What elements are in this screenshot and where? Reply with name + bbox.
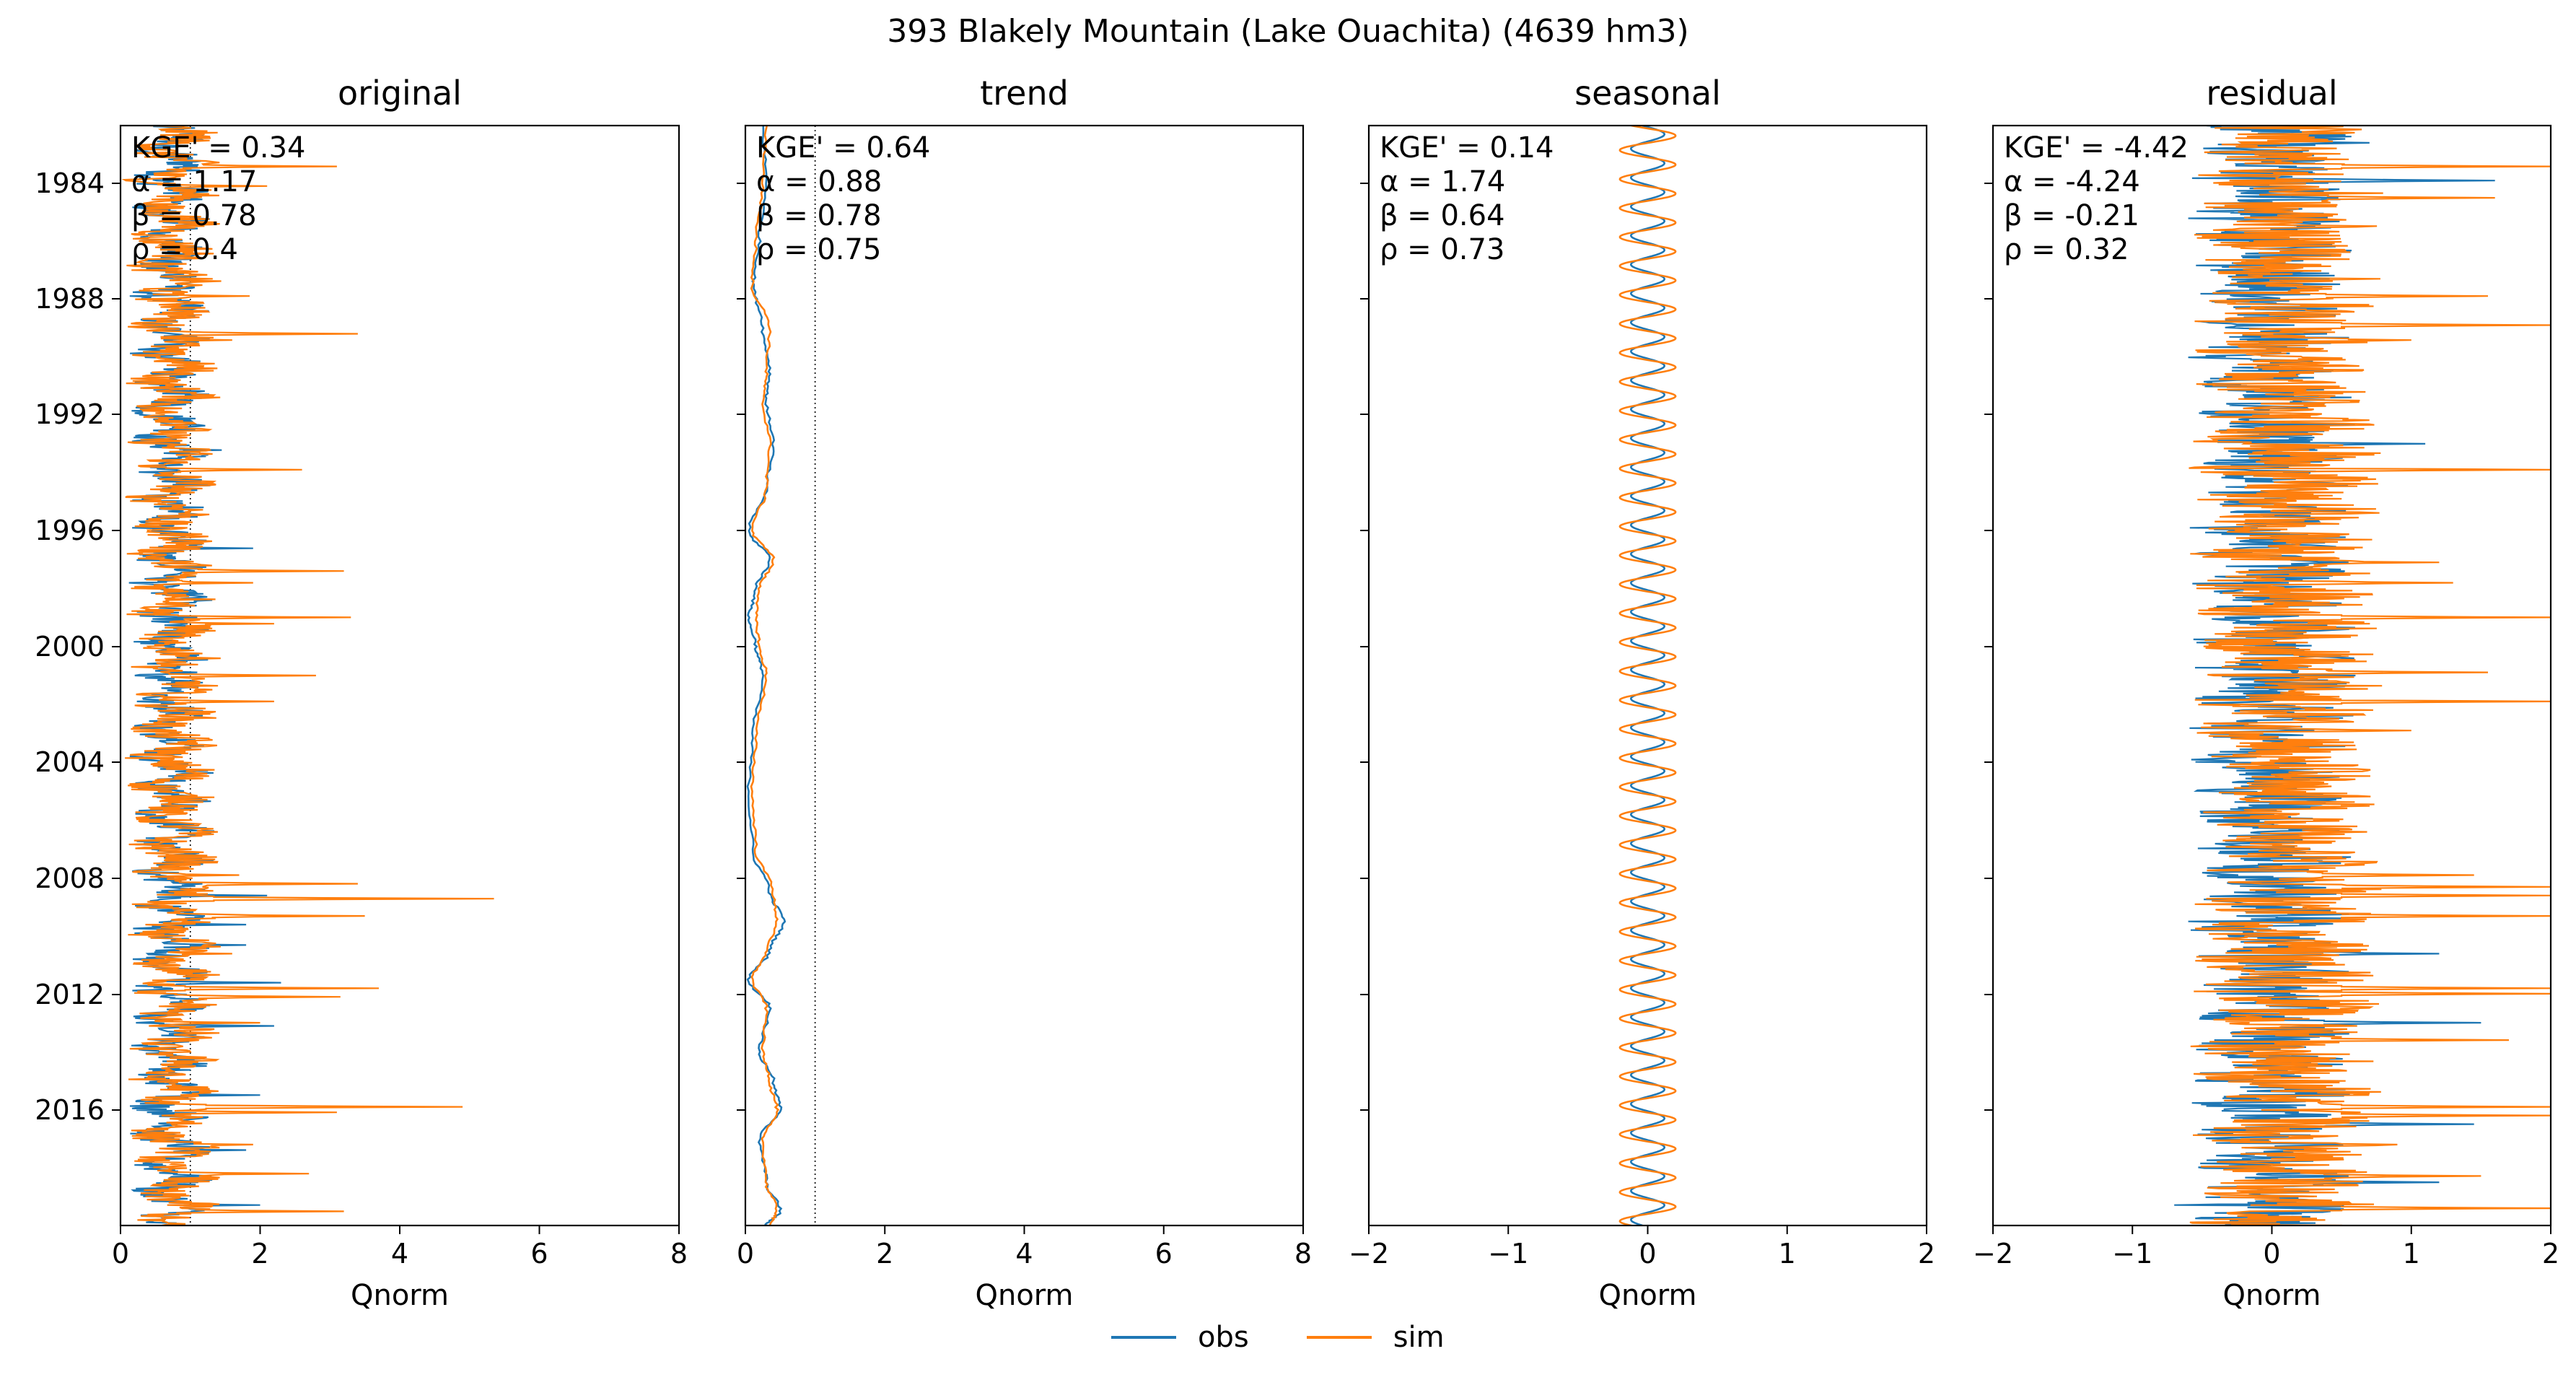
axes-frame — [1367, 124, 1928, 1227]
x-axis-label: Qnorm — [975, 1279, 1073, 1312]
metric-label: α = 0.88 — [756, 165, 882, 198]
metric-label: β = 0.78 — [131, 199, 257, 232]
plot-area — [745, 126, 816, 1225]
metric-label: β = 0.64 — [1380, 199, 1505, 232]
metric-label: ρ = 0.4 — [131, 233, 238, 266]
metric-label: ρ = 0.75 — [756, 233, 881, 266]
x-tick-label: 2 — [1918, 1238, 1935, 1270]
metric-label: α = -4.24 — [2004, 165, 2140, 198]
x-tick-label: 6 — [530, 1238, 548, 1270]
y-tick-label: 1984 — [35, 167, 105, 199]
panel-title: trend — [980, 74, 1069, 113]
x-tick-label: 8 — [670, 1238, 688, 1270]
y-tick-label: 1988 — [35, 283, 105, 315]
metric-label: α = 1.17 — [131, 165, 257, 198]
x-tick-label: 8 — [1294, 1238, 1312, 1270]
metric-label: KGE' = 0.34 — [131, 131, 306, 165]
x-axis-label: Qnorm — [1598, 1279, 1696, 1312]
metric-label: ρ = 0.32 — [2004, 233, 2129, 266]
x-tick-label: 2 — [251, 1238, 268, 1270]
metric-label: β = -0.21 — [2004, 199, 2139, 232]
y-tick-label: 1996 — [35, 515, 105, 546]
panel-title: residual — [2206, 74, 2337, 113]
metric-label: α = 1.74 — [1380, 165, 1505, 198]
y-tick-label: 2016 — [35, 1094, 105, 1126]
x-axis-label: Qnorm — [2222, 1279, 2321, 1312]
metric-label: KGE' = -4.42 — [2004, 131, 2189, 165]
panel-trend: trend 0 2 4 6 8 Qnorm KGE' = 0.64α = 0.88β = 0.… — [737, 74, 1312, 1312]
x-tick-label: 1 — [2403, 1238, 2420, 1270]
plot-area — [2174, 126, 2551, 1225]
x-tick-label: 6 — [1155, 1238, 1173, 1270]
x-tick-label: 0 — [2263, 1238, 2280, 1270]
y-tick-label: 1992 — [35, 398, 105, 430]
x-tick-label: −2 — [1349, 1238, 1389, 1270]
figure-title: 393 Blakely Mountain (Lake Ouachita) (46… — [887, 13, 1689, 50]
x-tick-label: 0 — [112, 1238, 129, 1270]
axes-frame — [744, 124, 1305, 1227]
x-tick-label: 4 — [391, 1238, 408, 1270]
y-tick-label: 2004 — [35, 746, 105, 778]
x-tick-label: 4 — [1015, 1238, 1033, 1270]
plot-area — [1618, 126, 1677, 1225]
x-tick-label: −1 — [1488, 1238, 1528, 1270]
x-tick-label: 2 — [876, 1238, 893, 1270]
panel-title: seasonal — [1574, 74, 1721, 113]
x-tick-label: 0 — [737, 1238, 754, 1270]
series-sim — [750, 126, 780, 1225]
x-tick-label: 1 — [1779, 1238, 1796, 1270]
x-tick-label: −1 — [2112, 1238, 2152, 1270]
plot-area — [121, 126, 494, 1225]
series-sim — [1618, 126, 1677, 1225]
metric-label: KGE' = 0.64 — [756, 131, 931, 165]
series-sim — [2189, 126, 2551, 1225]
y-tick-label: 2012 — [35, 979, 105, 1010]
legend-swatch-sim — [1306, 1336, 1372, 1339]
legend-entry-sim: sim — [1306, 1321, 1445, 1354]
y-tick-label: 2000 — [35, 631, 105, 663]
metric-label: ρ = 0.73 — [1380, 233, 1504, 266]
y-tick-label: 2008 — [35, 862, 105, 894]
legend-swatch-obs — [1111, 1336, 1176, 1339]
x-tick-label: 0 — [1639, 1238, 1656, 1270]
legend-label-sim: sim — [1393, 1321, 1445, 1354]
panel-original: original 0 2 4 6 8 Qnorm 1984 1988 1992 1996 2000 20… — [35, 74, 688, 1312]
metric-label: β = 0.78 — [756, 199, 882, 232]
series-sim — [121, 126, 494, 1225]
x-tick-label: 2 — [2542, 1238, 2559, 1270]
panel-residual: residual −2 −1 0 1 2 Qnorm KGE' = -4.42α = -4.2… — [1973, 74, 2559, 1312]
x-axis-label: Qnorm — [351, 1279, 449, 1312]
legend-entry-obs: obs — [1111, 1321, 1249, 1354]
legend: obs sim — [1111, 1312, 1502, 1363]
panel-seasonal: seasonal −2 −1 0 1 2 Qnorm KGE' = 0.14α = 1.74β… — [1349, 74, 1935, 1312]
series-obs — [746, 126, 787, 1225]
panel-title: original — [338, 74, 462, 113]
legend-label-obs: obs — [1198, 1321, 1249, 1354]
metric-label: KGE' = 0.14 — [1380, 131, 1554, 165]
x-tick-label: −2 — [1973, 1238, 2013, 1270]
